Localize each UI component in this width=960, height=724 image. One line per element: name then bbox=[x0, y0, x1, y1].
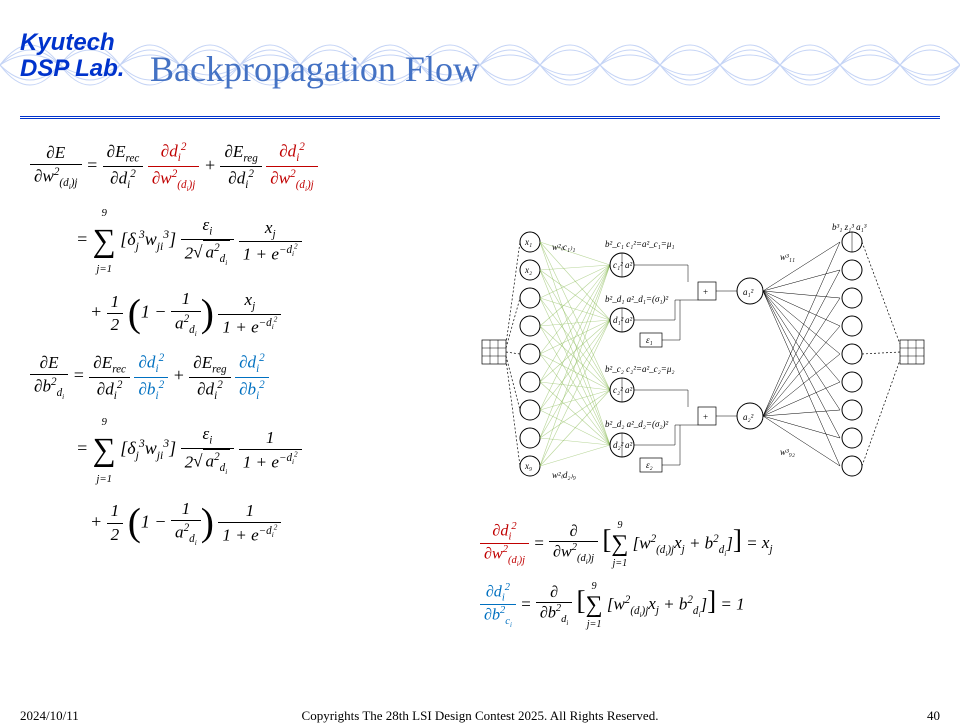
equation-reg-w: + 12 (1 − 1a2di) xj1 + e−di2 bbox=[30, 288, 470, 339]
network-diagram: x₁ x₂ x₉ bbox=[480, 220, 940, 490]
svg-text:a²: a² bbox=[625, 440, 633, 450]
a1-label: a₁² bbox=[743, 287, 754, 297]
sum-lower: j=1 bbox=[93, 262, 116, 276]
bc1-label: b²_c₁ c₁²=a²_c₁=μ₁ bbox=[605, 239, 675, 249]
eps2-label: ε₂ bbox=[646, 460, 653, 470]
svg-text:x₂: x₂ bbox=[524, 265, 532, 275]
plus2-icon: + bbox=[703, 412, 708, 422]
eq1-lhs-num: ∂E bbox=[30, 142, 82, 164]
equation-ddb: ∂di2∂b2ci = ∂∂b2di [9∑j=1 [w2(di)jxj + b… bbox=[480, 581, 940, 630]
plus1-icon: + bbox=[703, 287, 708, 297]
decoder-edges bbox=[763, 242, 840, 466]
output-top-label: b³₁ z₁³ a₁³ bbox=[832, 222, 867, 232]
svg-text:x₉: x₉ bbox=[524, 461, 532, 471]
wave-background bbox=[0, 20, 960, 110]
bc2-label: b²_c₂ c₂²=a²_c₂=μ₂ bbox=[605, 364, 675, 374]
equations-left-column: ∂E∂w2(di)j = ∂Erec∂di2 ∂di2∂w2(di)j + ∂E… bbox=[30, 140, 470, 560]
sum-upper: 9 bbox=[93, 206, 116, 220]
equation-sum-b: = 9∑j=1 [δj3wji3] εi2√a2di 11 + e−di2 bbox=[30, 415, 470, 485]
svg-text:a²: a² bbox=[625, 260, 633, 270]
header-separator bbox=[20, 116, 940, 119]
w-c1-label: w²₍c₁₎₁ bbox=[552, 242, 575, 252]
equation-sum-w: = 9∑j=1 [δj3wji3] εi2√a2di xj1 + e−di2 bbox=[30, 206, 470, 276]
svg-text:d₁²: d₁² bbox=[613, 315, 624, 325]
svg-text:a²: a² bbox=[625, 315, 633, 325]
eps1-label: ε₁ bbox=[646, 335, 653, 345]
eq4-lhs-num: ∂E bbox=[30, 352, 68, 374]
svg-text:x₁: x₁ bbox=[524, 237, 532, 247]
equation-dE-dw: ∂E∂w2(di)j = ∂Erec∂di2 ∂di2∂w2(di)j + ∂E… bbox=[30, 140, 470, 194]
logo-line-2: DSP Lab. bbox=[20, 56, 124, 82]
a2-label: a₂² bbox=[743, 412, 754, 422]
content-area: ∂E∂w2(di)j = ∂Erec∂di2 ∂di2∂w2(di)j + ∂E… bbox=[0, 140, 960, 680]
output-grid-icon bbox=[862, 242, 924, 466]
svg-text:c₁²: c₁² bbox=[613, 260, 623, 270]
svg-text:d₂²: d₂² bbox=[613, 440, 624, 450]
logo-line-1: Kyutech bbox=[20, 30, 124, 56]
footer-copyright: Copyrights The 28th LSI Design Contest 2… bbox=[0, 708, 960, 724]
equation-reg-b: + 12 (1 − 1a2di) 11 + e−di2 bbox=[30, 498, 470, 549]
equation-ddw: ∂di2∂w2(di)j = ∂∂w2(di)j [9∑j=1 [w2(di)j… bbox=[480, 520, 940, 569]
encoder-edges bbox=[540, 242, 610, 466]
lab-logo: Kyutech DSP Lab. bbox=[20, 30, 124, 83]
equations-right-column: ∂di2∂w2(di)j = ∂∂w2(di)j [9∑j=1 [w2(di)j… bbox=[480, 520, 940, 642]
w311-label: w³₁₁ bbox=[780, 252, 795, 262]
input-grid-icon bbox=[482, 340, 506, 364]
grid-to-input-lines bbox=[506, 242, 520, 466]
footer-page-number: 40 bbox=[927, 708, 940, 724]
output-layer bbox=[842, 232, 862, 476]
bd2-label: b²_d₂ a²_d₂=(σ₂)² bbox=[605, 419, 669, 429]
w-d2-label: w²₍d₂₎₉ bbox=[552, 470, 576, 480]
svg-text:a²: a² bbox=[625, 385, 633, 395]
svg-text:c₂²: c₂² bbox=[613, 385, 623, 395]
input-layer: x₁ x₂ x₉ bbox=[520, 232, 540, 476]
header: Kyutech DSP Lab. Backpropagation Flow bbox=[0, 0, 960, 130]
equation-dE-db: ∂E∂b2di = ∂Erec∂di2 ∂di2∂bi2 + ∂Ereg∂di2… bbox=[30, 351, 470, 403]
slide-title: Backpropagation Flow bbox=[150, 48, 479, 90]
w392-label: w³₉₂ bbox=[780, 447, 795, 457]
bd1-label: b²_d₁ a²_d₁=(σ₁)² bbox=[605, 294, 669, 304]
